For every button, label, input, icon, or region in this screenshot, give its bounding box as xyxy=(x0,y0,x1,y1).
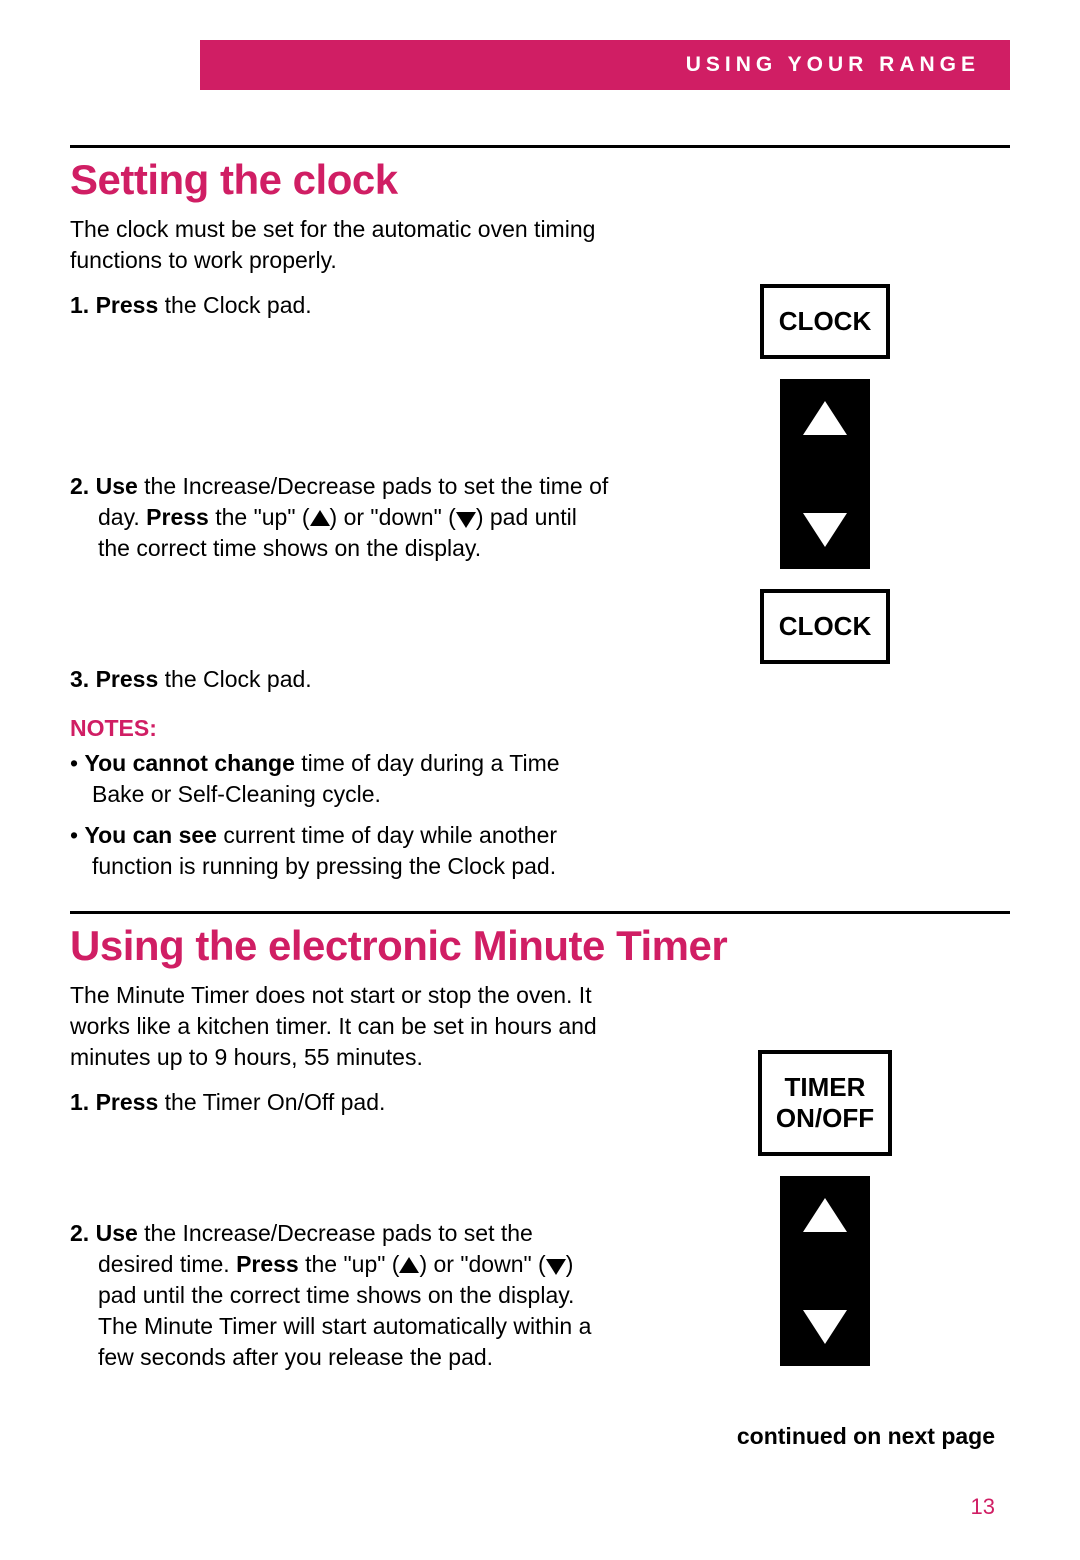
up-triangle-icon xyxy=(803,1198,847,1232)
step-text: the "up" ( xyxy=(299,1251,400,1277)
step-bold: Use xyxy=(96,473,138,499)
note-bold: You cannot change xyxy=(84,750,294,776)
down-triangle-icon xyxy=(803,1310,847,1344)
note-2: • You can see current time of day while … xyxy=(70,820,610,882)
clock-step-3: 3. Press the Clock pad. xyxy=(70,664,610,695)
step-number: 1. xyxy=(70,292,89,318)
timer-step-1: 1. Press the Timer On/Off pad. xyxy=(70,1087,610,1118)
section-timer-body: The Minute Timer does not start or stop … xyxy=(70,980,1010,1393)
page-number: 13 xyxy=(971,1494,995,1520)
section-title-clock: Setting the clock xyxy=(70,156,1010,204)
step-bold: Press xyxy=(236,1251,299,1277)
section-divider xyxy=(70,911,1010,914)
clock-step-1: 1. Press the Clock pad. xyxy=(70,290,610,321)
page-content: Setting the clock The clock must be set … xyxy=(70,145,1010,1450)
header-band: USING YOUR RANGE xyxy=(200,40,1010,90)
step-bold: Press xyxy=(146,504,209,530)
step-bold: Press xyxy=(96,1089,159,1115)
timer-pad: TIMER ON/OFF xyxy=(758,1050,892,1156)
up-triangle-icon xyxy=(399,1257,419,1273)
clock-pad: CLOCK xyxy=(760,589,890,664)
step-text: the Clock pad. xyxy=(158,292,311,318)
section-clock-body: The clock must be set for the automatic … xyxy=(70,214,1010,893)
step-bold: Use xyxy=(96,1220,138,1246)
section-timer-pads: TIMER ON/OFF xyxy=(640,980,1010,1393)
continued-text: continued on next page xyxy=(70,1423,1010,1450)
down-triangle-icon xyxy=(546,1259,566,1275)
pad-label: CLOCK xyxy=(779,306,871,336)
up-triangle-icon xyxy=(803,401,847,435)
section-clock-pads: CLOCK CLOCK xyxy=(640,214,1010,893)
spacer xyxy=(70,1138,610,1218)
down-triangle-icon xyxy=(803,513,847,547)
step-number: 1. xyxy=(70,1089,89,1115)
increase-decrease-pad xyxy=(780,379,870,569)
step-text: ) or "down" ( xyxy=(419,1251,545,1277)
spacer xyxy=(70,584,610,664)
step-bold: Press xyxy=(96,292,159,318)
up-triangle-icon xyxy=(310,510,330,526)
pad-label-line2: ON/OFF xyxy=(776,1103,874,1133)
step-number: 3. xyxy=(70,666,89,692)
pad-label-line1: TIMER xyxy=(785,1072,866,1102)
section-clock-text: The clock must be set for the automatic … xyxy=(70,214,610,893)
bullet-dot: • xyxy=(70,822,78,848)
section-timer-text: The Minute Timer does not start or stop … xyxy=(70,980,610,1393)
step-text: ) or "down" ( xyxy=(330,504,456,530)
bullet-dot: • xyxy=(70,750,78,776)
timer-step-2: 2. Use the Increase/Decrease pads to set… xyxy=(70,1218,610,1373)
section-title-timer: Using the electronic Minute Timer xyxy=(70,922,1010,970)
clock-pad: CLOCK xyxy=(760,284,890,359)
pad-label: CLOCK xyxy=(779,611,871,641)
clock-step-2: 2. Use the Increase/Decrease pads to set… xyxy=(70,471,610,564)
step-bold: Press xyxy=(96,666,159,692)
notes-label: NOTES: xyxy=(70,715,610,742)
step-number: 2. xyxy=(70,1220,89,1246)
note-bold: You can see xyxy=(84,822,217,848)
timer-intro: The Minute Timer does not start or stop … xyxy=(70,980,610,1073)
spacer xyxy=(70,341,610,471)
clock-intro: The clock must be set for the automatic … xyxy=(70,214,610,276)
section-divider xyxy=(70,145,1010,148)
increase-decrease-pad xyxy=(780,1176,870,1366)
step-text: the "up" ( xyxy=(209,504,310,530)
down-triangle-icon xyxy=(456,512,476,528)
note-1: • You cannot change time of day during a… xyxy=(70,748,610,810)
header-title: USING YOUR RANGE xyxy=(686,53,980,77)
step-text: the Clock pad. xyxy=(158,666,311,692)
step-number: 2. xyxy=(70,473,89,499)
step-text: the Timer On/Off pad. xyxy=(158,1089,385,1115)
